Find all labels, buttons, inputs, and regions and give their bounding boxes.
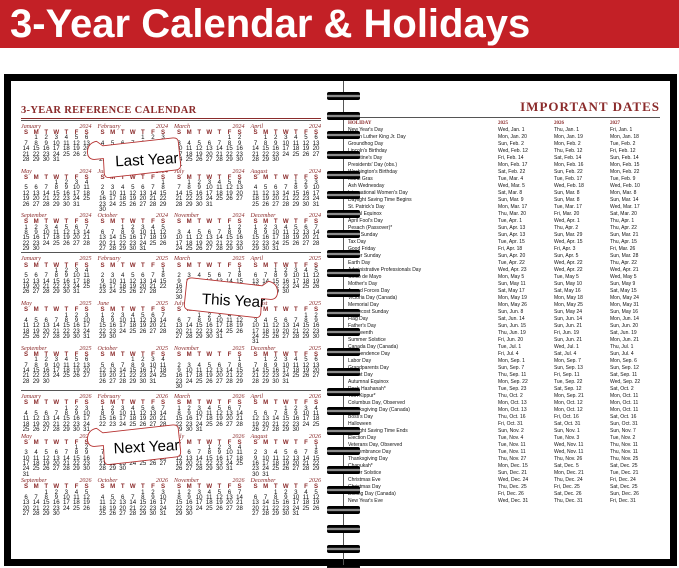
- svg-text:Last Year: Last Year: [115, 150, 179, 170]
- svg-text:Next Year: Next Year: [113, 437, 180, 457]
- svg-text:This Year: This Year: [201, 291, 265, 311]
